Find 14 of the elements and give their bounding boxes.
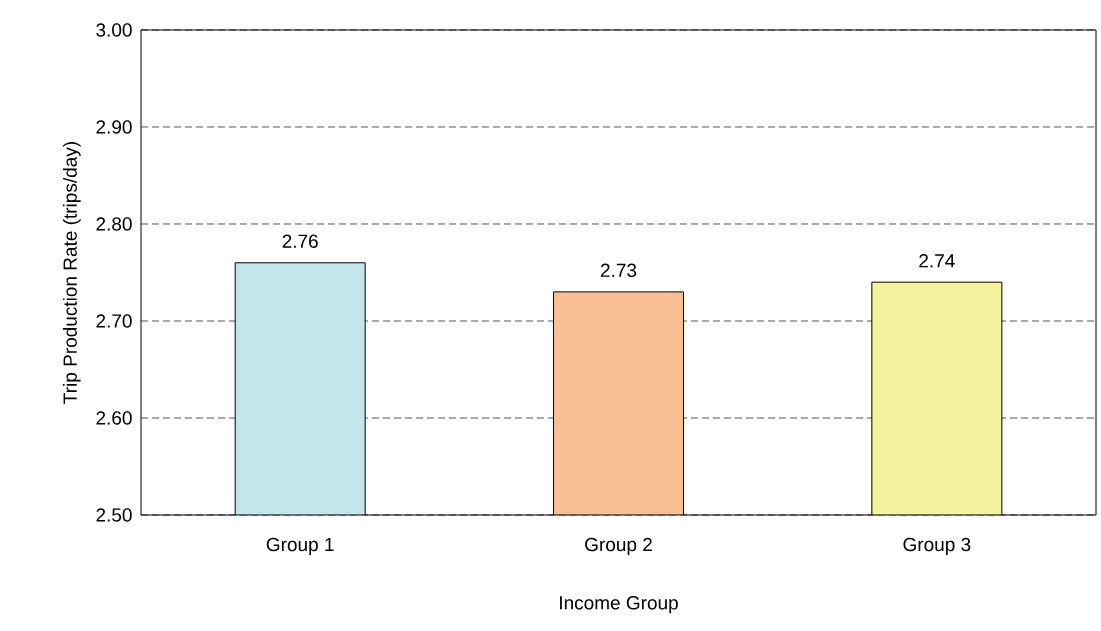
x-tick-label: Group 1 bbox=[266, 537, 334, 555]
y-tick-label: 2.60 bbox=[96, 411, 132, 425]
data-label: 2.76 bbox=[282, 234, 318, 248]
y-tick-label: 3.00 bbox=[96, 23, 132, 37]
y-axis-title: Trip Production Rate (trips/day) bbox=[62, 142, 81, 404]
x-tick-label: Group 3 bbox=[903, 537, 971, 555]
y-tick-label: 2.90 bbox=[96, 120, 132, 134]
data-label: 2.74 bbox=[919, 254, 955, 268]
x-tick-label: Group 2 bbox=[585, 537, 652, 555]
y-tick-label: 2.50 bbox=[96, 508, 132, 522]
x-axis-title: Income Group bbox=[560, 596, 678, 614]
data-label: 2.73 bbox=[600, 263, 637, 278]
y-tick-label: 2.70 bbox=[96, 314, 132, 328]
y-tick-label: 2.80 bbox=[96, 217, 132, 231]
